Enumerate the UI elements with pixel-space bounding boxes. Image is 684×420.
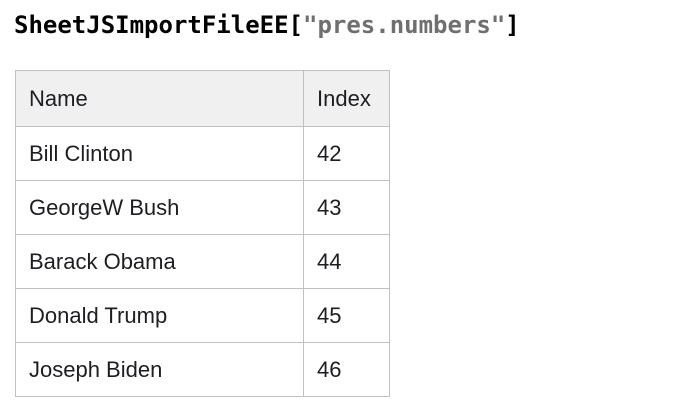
table-row: Joseph Biden 46 bbox=[15, 342, 390, 397]
cell-name: Barack Obama bbox=[15, 234, 304, 289]
cell-name: Donald Trump bbox=[15, 288, 304, 343]
table-row: GeorgeW Bush 43 bbox=[15, 180, 390, 235]
table-row: Bill Clinton 42 bbox=[15, 126, 390, 181]
cell-index: 44 bbox=[303, 234, 390, 289]
cell-name: Joseph Biden bbox=[15, 342, 304, 397]
code-variable-name: SheetJSImportFileEE bbox=[14, 11, 289, 39]
open-bracket: [ bbox=[288, 11, 303, 39]
page-title: SheetJSImportFileEE["pres.numbers"] bbox=[14, 10, 520, 40]
table-header-row: Name Index bbox=[15, 70, 390, 127]
cell-index: 42 bbox=[303, 126, 390, 181]
table-row: Donald Trump 45 bbox=[15, 288, 390, 343]
cell-name: GeorgeW Bush bbox=[15, 180, 304, 235]
cell-index: 46 bbox=[303, 342, 390, 397]
close-bracket: ] bbox=[505, 11, 520, 39]
presidents-table: Name Index Bill Clinton 42 GeorgeW Bush … bbox=[15, 70, 390, 397]
table-row: Barack Obama 44 bbox=[15, 234, 390, 289]
cell-index: 43 bbox=[303, 180, 390, 235]
cell-index: 45 bbox=[303, 288, 390, 343]
column-header-index: Index bbox=[303, 70, 390, 127]
column-header-name: Name bbox=[15, 70, 304, 127]
cell-name: Bill Clinton bbox=[15, 126, 304, 181]
code-string-literal: "pres.numbers" bbox=[303, 11, 506, 39]
